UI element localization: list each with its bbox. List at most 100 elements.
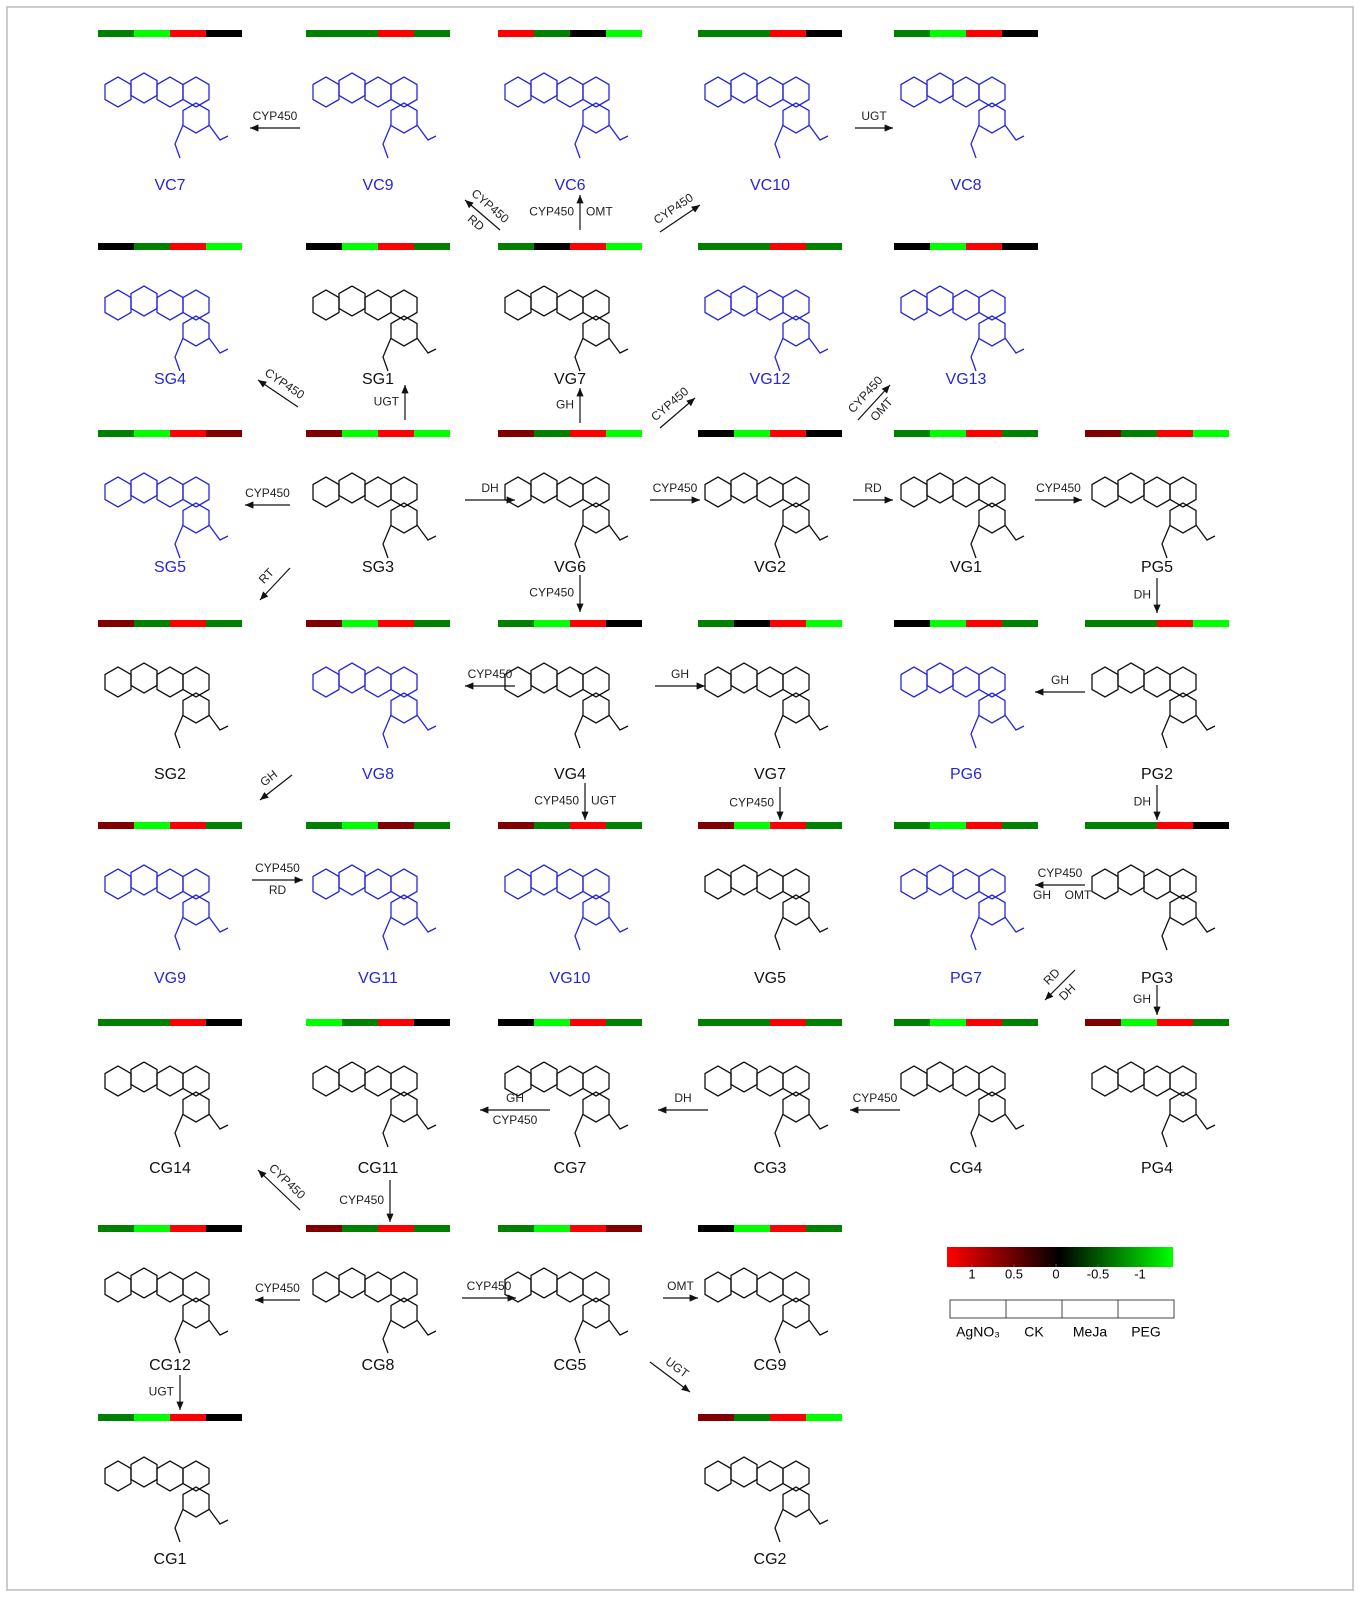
condition-label: CK (1024, 1324, 1044, 1340)
ring (705, 77, 731, 107)
ring (953, 667, 979, 697)
enzyme-label: DH (1056, 981, 1078, 1003)
ring (731, 663, 757, 693)
heatmap-cell (206, 243, 242, 250)
compound-label: CG12 (149, 1357, 191, 1374)
structure (505, 473, 628, 558)
bond (809, 338, 828, 353)
heatmap-cell (1002, 30, 1038, 37)
enzyme-label: GH (257, 767, 280, 789)
ring (953, 1066, 979, 1096)
heatmap-cell (170, 1019, 206, 1026)
heatmap-cell (342, 1225, 378, 1232)
ring (131, 1457, 157, 1487)
heatmap-cell (806, 1019, 842, 1026)
ring (757, 1461, 783, 1491)
ring (531, 663, 557, 693)
bond (809, 525, 828, 540)
heatmap-cell (734, 1019, 770, 1026)
heatmap-cell (306, 243, 342, 250)
enzyme-label: RD (1041, 965, 1063, 987)
structure (901, 73, 1024, 158)
heatmap-cell (770, 822, 806, 829)
structure (705, 286, 828, 371)
bond (175, 1320, 183, 1353)
ring (313, 667, 339, 697)
heatmap-cell (806, 1414, 842, 1421)
structure (705, 73, 828, 158)
ring (757, 869, 783, 899)
bond (1005, 1114, 1024, 1129)
heatmap-cell (170, 30, 206, 37)
bond (175, 1509, 183, 1542)
ring (927, 73, 953, 103)
compound-label: VC9 (362, 177, 393, 194)
heatmap-cell (806, 1225, 842, 1232)
ring (105, 477, 131, 507)
ring (705, 869, 731, 899)
structure (313, 286, 436, 371)
structure (313, 73, 436, 158)
compound-label: SG1 (362, 371, 394, 388)
bond (209, 125, 228, 140)
heatmap-cell (1193, 620, 1229, 627)
heatmap-cell (930, 822, 966, 829)
heatmap-cell (1002, 620, 1038, 627)
enzyme-label: GH (506, 1091, 524, 1105)
ring (339, 865, 365, 895)
heatmap-cell (734, 243, 770, 250)
compound-label: VG7 (754, 766, 786, 783)
heatmap-cell (698, 822, 734, 829)
colorbar-tick-label: 0 (1052, 1266, 1059, 1281)
ring (157, 477, 183, 507)
heatmap-cell (1002, 1019, 1038, 1026)
heatmap-cell (966, 1019, 1002, 1026)
compound-label: VC7 (154, 177, 185, 194)
bond (609, 1114, 628, 1129)
ring (339, 286, 365, 316)
compound-label: VG7 (554, 371, 586, 388)
heatmap-cell (170, 430, 206, 437)
bond (775, 1509, 783, 1542)
heatmap-cell (894, 1019, 930, 1026)
heatmap-cell (206, 30, 242, 37)
heatmap-cell (1002, 243, 1038, 250)
heatmap-cell (966, 243, 1002, 250)
compound-label: PG5 (1141, 559, 1173, 576)
heatmap-cell (606, 822, 642, 829)
bond (775, 1320, 783, 1353)
bond (775, 715, 783, 748)
compound-label: CG11 (358, 1160, 399, 1177)
ring (757, 477, 783, 507)
ring (901, 869, 927, 899)
heatmap-cell (306, 620, 342, 627)
bond (775, 338, 783, 371)
compound-label: VC10 (750, 177, 790, 194)
heatmap-cell (570, 1225, 606, 1232)
structure (505, 1268, 628, 1353)
compound-label: PG3 (1141, 970, 1173, 987)
heatmap-cell (306, 1019, 342, 1026)
structure (105, 473, 228, 558)
bond (1162, 1114, 1170, 1147)
structure (313, 865, 436, 950)
ring (953, 290, 979, 320)
ring (901, 290, 927, 320)
ring (1118, 663, 1144, 693)
bond (417, 525, 436, 540)
bond (575, 1320, 583, 1353)
compound-label: CG2 (754, 1551, 787, 1568)
bond (1005, 715, 1024, 730)
ring (131, 286, 157, 316)
ring (313, 1272, 339, 1302)
ring (731, 286, 757, 316)
heatmap-cell (698, 30, 734, 37)
ring (1118, 1062, 1144, 1092)
heatmap-cell (414, 243, 450, 250)
structure (313, 473, 436, 558)
ring (131, 865, 157, 895)
structure (105, 663, 228, 748)
bond (1005, 338, 1024, 353)
ring (901, 477, 927, 507)
bond (971, 1114, 979, 1147)
